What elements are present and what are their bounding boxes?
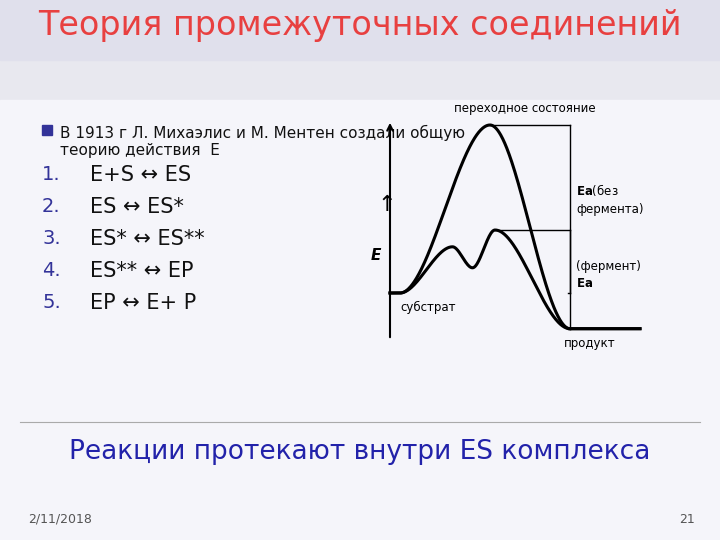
Text: ↑: ↑: [378, 195, 396, 215]
Text: Теория промежуточных соединений: Теория промежуточных соединений: [38, 9, 682, 42]
Text: $\mathbf{Ea}$(без
фермента): $\mathbf{Ea}$(без фермента): [576, 183, 644, 215]
Text: В 1913 г Л. Михаэлис и М. Ментен создали общую: В 1913 г Л. Михаэлис и М. Ментен создали…: [60, 125, 465, 141]
Text: 5.: 5.: [42, 294, 60, 313]
Text: EP ↔ E+ P: EP ↔ E+ P: [90, 293, 197, 313]
Text: Реакции протекают внутри ES комплекса: Реакции протекают внутри ES комплекса: [69, 439, 651, 465]
Text: (фермент)
$\mathbf{Ea}$: (фермент) $\mathbf{Ea}$: [576, 260, 641, 291]
Text: 4.: 4.: [42, 261, 60, 280]
Bar: [0, 0, 720, 100]
Text: ES* ↔ ES**: ES* ↔ ES**: [90, 229, 204, 249]
Text: теорию действия  Е: теорию действия Е: [60, 143, 220, 158]
Text: 1.: 1.: [42, 165, 60, 185]
Text: 2.: 2.: [42, 198, 60, 217]
Text: E: E: [371, 248, 381, 262]
Text: субстрат: субстрат: [400, 301, 456, 314]
Text: ES** ↔ EP: ES** ↔ EP: [90, 261, 194, 281]
Bar: [0, 0, 720, 60]
Text: переходное состояние: переходное состояние: [454, 102, 596, 115]
Text: продукт: продукт: [564, 337, 616, 350]
Text: 3.: 3.: [42, 230, 60, 248]
Bar: [42, 125, 52, 135]
Text: 2/11/2018: 2/11/2018: [28, 513, 92, 526]
Bar: [0, 100, 720, 540]
Text: ES ↔ ES*: ES ↔ ES*: [90, 197, 184, 217]
Text: E+S ↔ ES: E+S ↔ ES: [90, 165, 191, 185]
Text: 21: 21: [679, 513, 695, 526]
